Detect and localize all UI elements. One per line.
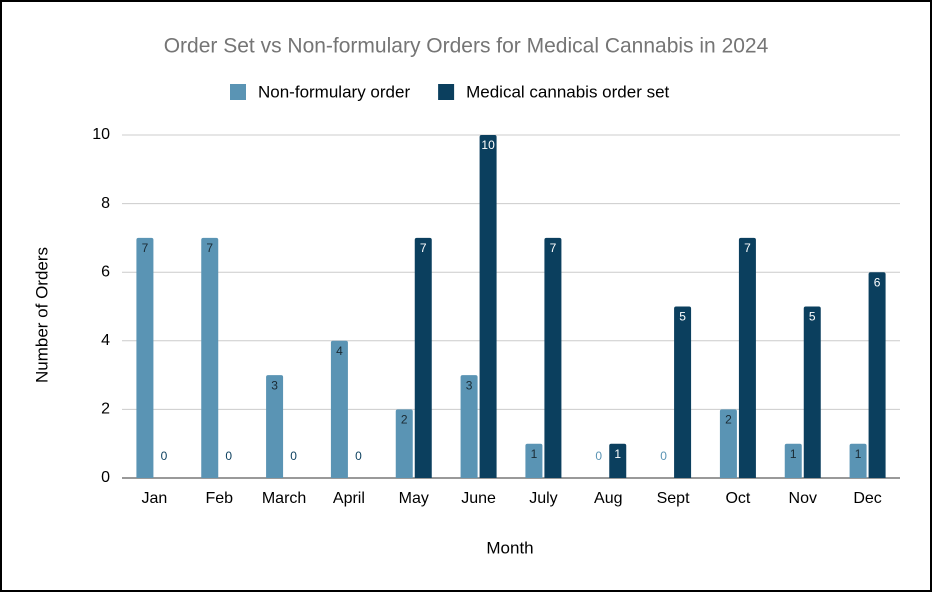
y-tick-label: 2	[101, 401, 110, 418]
bar	[479, 135, 497, 478]
data-label: 0	[660, 449, 667, 463]
x-tick-label: June	[461, 490, 496, 507]
x-tick-label: Nov	[789, 490, 817, 507]
data-label: 0	[225, 449, 232, 463]
y-tick-label: 0	[101, 469, 110, 486]
data-label: 1	[855, 447, 862, 461]
x-tick-label: Oct	[725, 490, 750, 507]
bar	[266, 375, 284, 478]
x-tick-label: Feb	[205, 490, 233, 507]
bar	[544, 237, 562, 478]
data-label: 0	[161, 449, 168, 463]
data-label: 0	[595, 449, 602, 463]
bar	[784, 443, 802, 478]
data-label: 4	[336, 344, 343, 358]
x-axis-title: Month	[486, 538, 533, 557]
data-label: 2	[401, 413, 408, 427]
data-label: 1	[531, 447, 538, 461]
y-tick-label: 6	[101, 263, 110, 280]
bar	[719, 409, 737, 478]
x-tick-label: March	[262, 490, 306, 507]
data-label: 5	[809, 310, 816, 324]
data-label: 5	[679, 310, 686, 324]
chart-title: Order Set vs Non-formulary Orders for Me…	[164, 35, 769, 58]
x-tick-label: Dec	[853, 490, 881, 507]
data-label: 1	[790, 447, 797, 461]
y-axis-title: Number of Orders	[32, 247, 51, 383]
x-tick-label: April	[333, 490, 365, 507]
data-label: 7	[142, 241, 149, 255]
x-tick-label: July	[529, 490, 557, 507]
bar	[460, 375, 478, 478]
data-label: 6	[874, 275, 881, 289]
legend-swatch	[230, 84, 246, 100]
bar	[525, 443, 543, 478]
data-label: 3	[271, 378, 278, 392]
data-label: 0	[355, 449, 362, 463]
bar	[136, 237, 154, 478]
y-tick-label: 10	[92, 126, 110, 143]
bar	[674, 306, 692, 478]
bar	[803, 306, 821, 478]
data-label: 7	[550, 241, 557, 255]
bar	[330, 340, 348, 478]
data-label: 7	[420, 241, 427, 255]
data-label: 10	[481, 138, 495, 152]
x-tick-label: Sept	[657, 490, 690, 507]
bar	[738, 237, 756, 478]
legend-swatch	[438, 84, 455, 100]
bar	[414, 237, 432, 478]
data-label: 3	[466, 378, 473, 392]
legend-label: Non-formulary order	[258, 82, 410, 101]
bar	[609, 443, 627, 478]
x-tick-label: Jan	[142, 490, 168, 507]
bar	[868, 272, 886, 478]
x-tick-label: Aug	[594, 490, 622, 507]
data-label: 2	[725, 413, 732, 427]
bar	[395, 409, 413, 478]
data-label: 7	[206, 241, 213, 255]
y-tick-label: 8	[101, 195, 110, 212]
legend-label: Medical cannabis order set	[466, 82, 669, 101]
bar	[849, 443, 867, 478]
y-tick-label: 4	[101, 332, 110, 349]
data-label: 7	[744, 241, 751, 255]
x-tick-label: May	[399, 490, 429, 507]
bar	[201, 237, 219, 478]
data-label: 0	[290, 449, 297, 463]
data-label: 1	[614, 447, 621, 461]
